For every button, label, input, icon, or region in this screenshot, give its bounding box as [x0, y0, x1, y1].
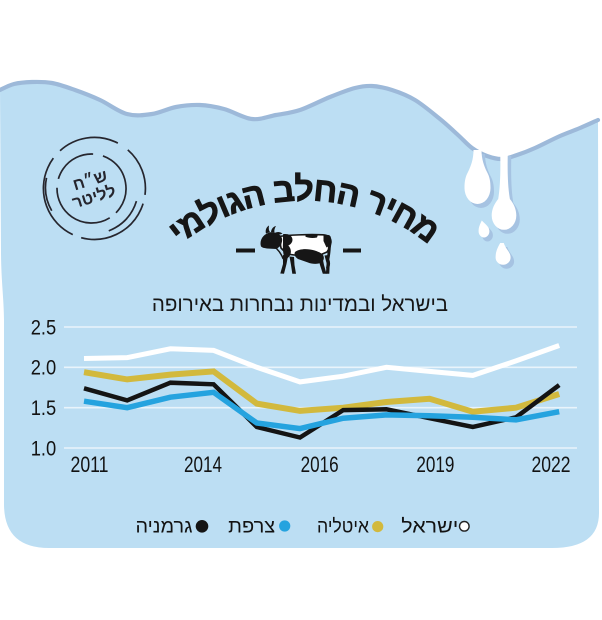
svg-text:1.0: 1.0	[31, 437, 57, 460]
svg-text:2014: 2014	[184, 452, 222, 477]
svg-text:צרפת: צרפת	[228, 516, 275, 537]
svg-text:2.5: 2.5	[31, 316, 57, 339]
svg-text:ב: ב	[271, 171, 296, 211]
svg-text:2.0: 2.0	[31, 357, 57, 380]
svg-text:ל: ל	[294, 170, 314, 208]
svg-text:ישראל: ישראל	[401, 516, 458, 537]
svg-text:בישראל ובמדינות נבחרות באירופה: בישראל ובמדינות נבחרות באירופה	[152, 293, 448, 316]
svg-text:2019: 2019	[416, 452, 454, 477]
svg-text:1.5: 1.5	[31, 397, 57, 420]
svg-text:2011: 2011	[71, 452, 109, 477]
svg-text:2016: 2016	[301, 452, 339, 477]
svg-text:גרמניה: גרמניה	[136, 516, 193, 537]
svg-text:איטליה: איטליה	[317, 516, 369, 537]
svg-text:2022: 2022	[532, 452, 571, 477]
svg-text:ח: ח	[312, 170, 340, 210]
